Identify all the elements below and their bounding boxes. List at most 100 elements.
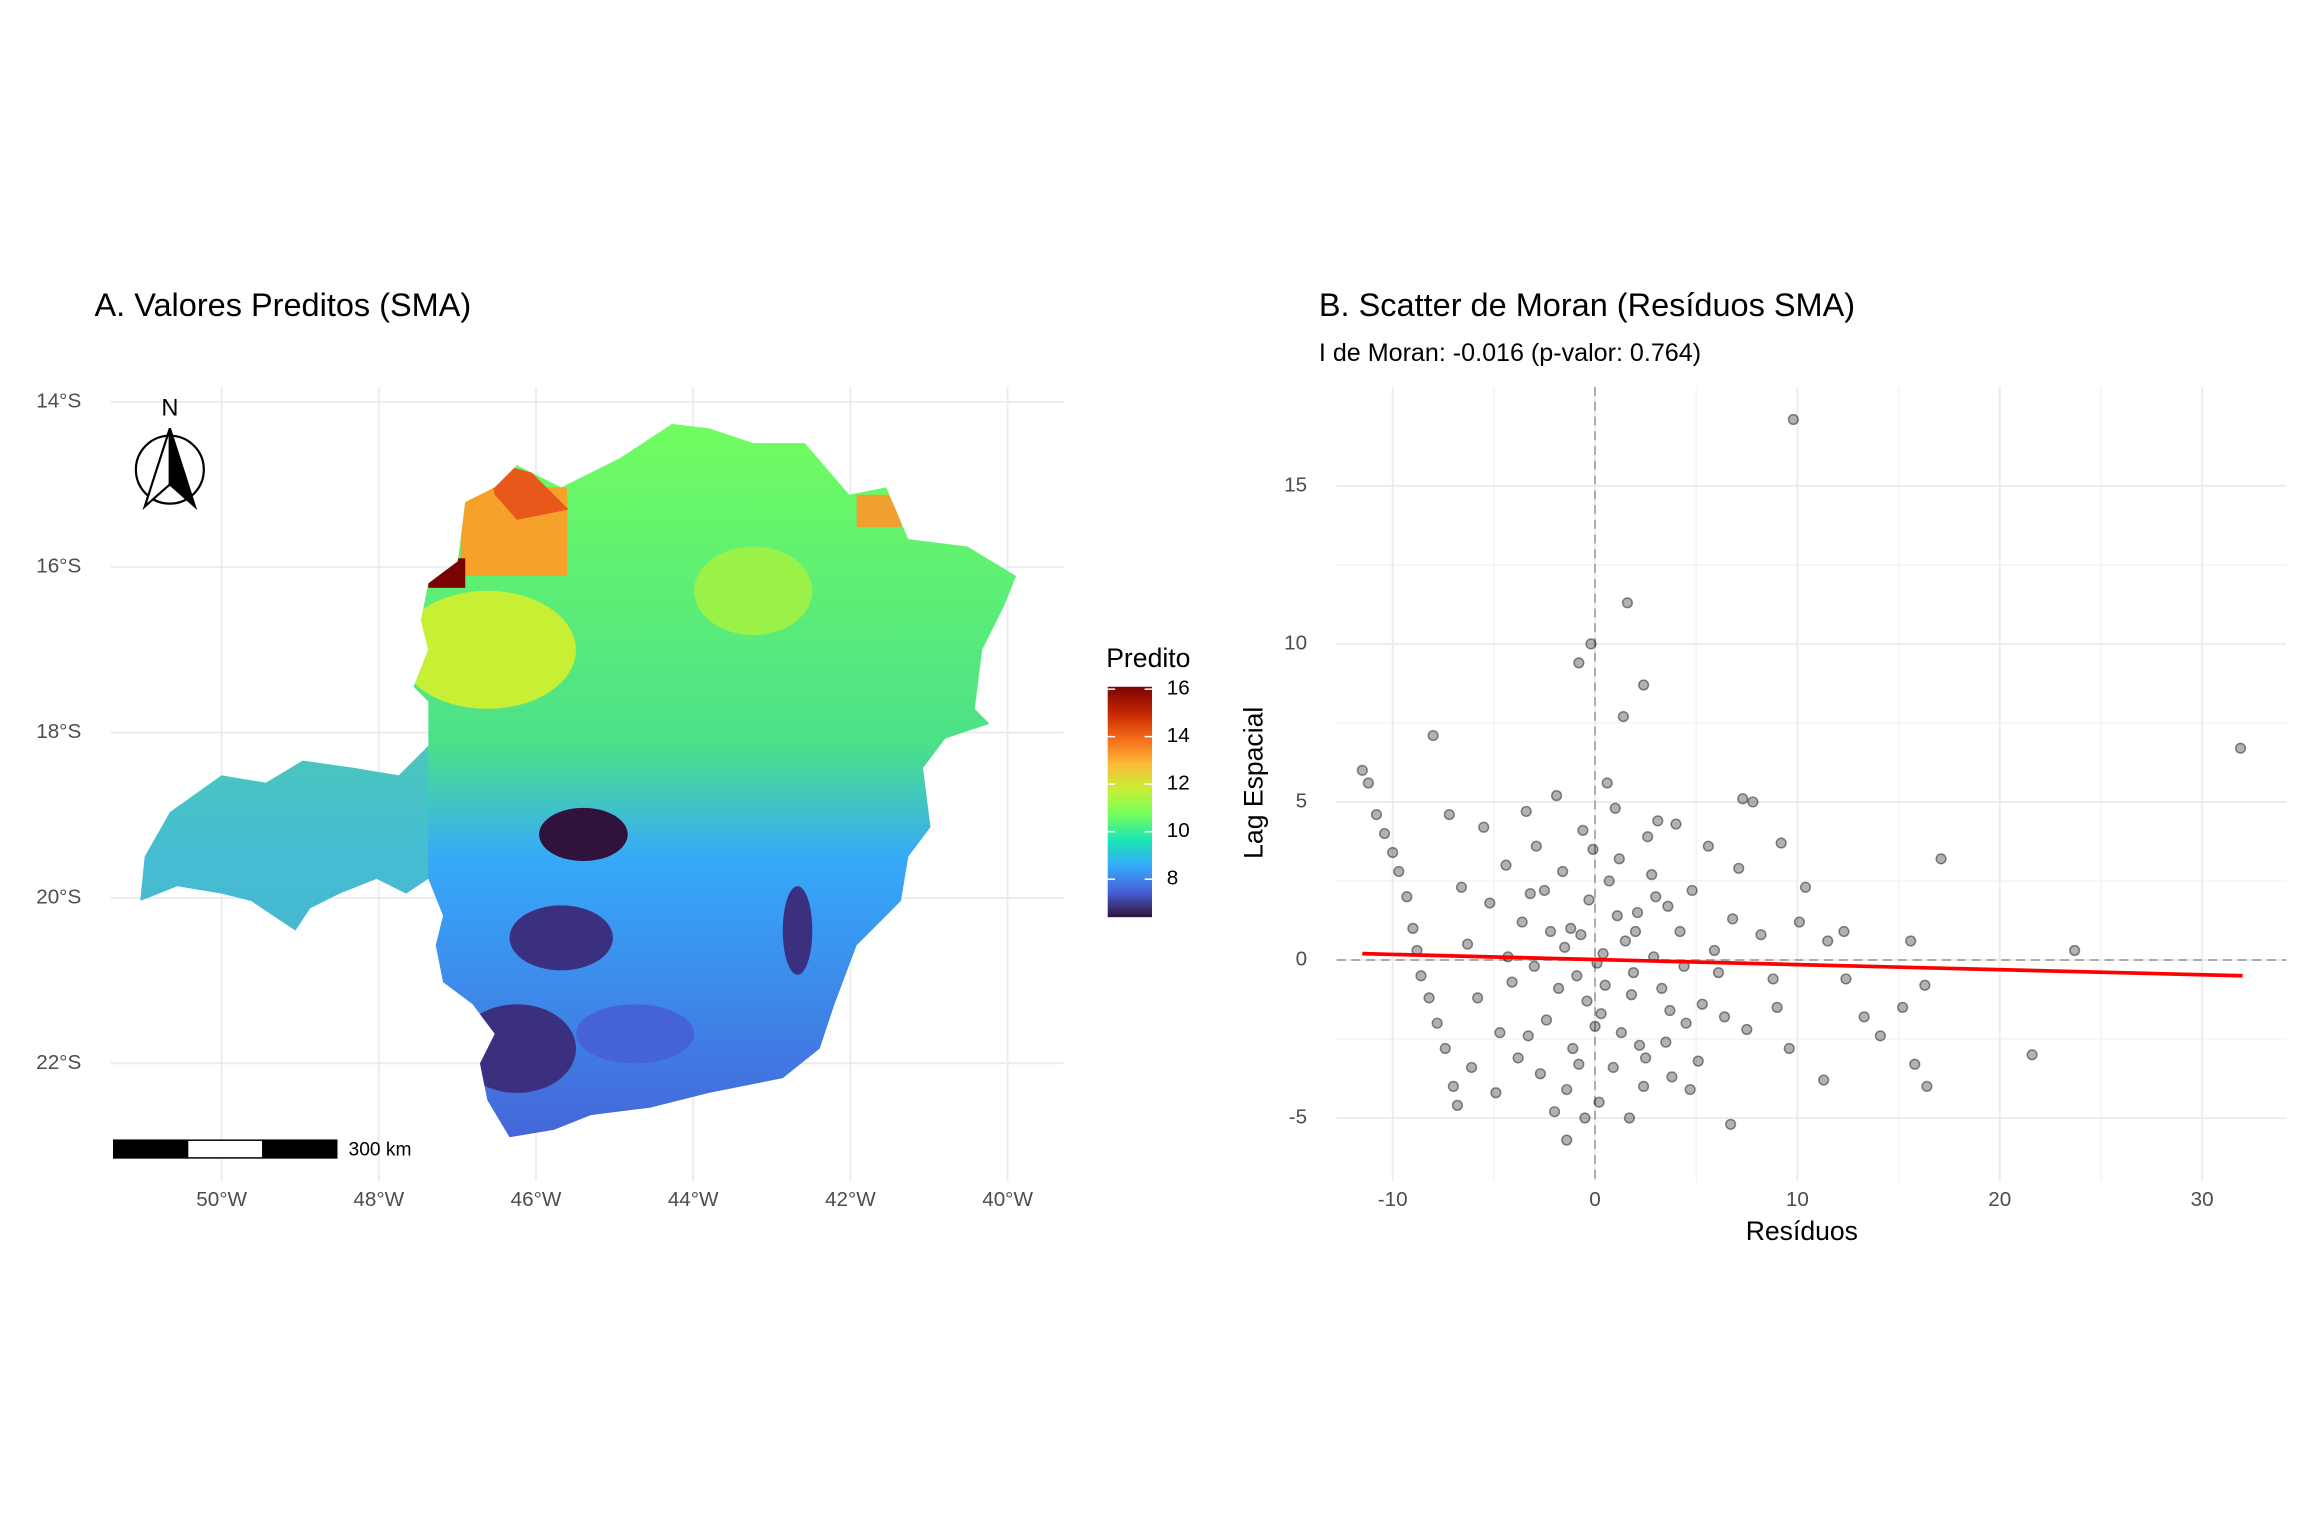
point (1680, 1017, 1692, 1029)
point (1619, 935, 1631, 947)
point (1423, 992, 1435, 1004)
y-tick-label: 22°S (36, 1051, 81, 1074)
point (1520, 805, 1532, 818)
x-tick-label: 10 (1786, 1188, 1809, 1211)
point (1607, 1061, 1619, 1074)
point (1528, 960, 1540, 972)
point (1767, 973, 1779, 985)
point (1896, 1001, 1909, 1013)
point (1552, 982, 1565, 995)
chart-subtitle: I de Moran: -0.016 (p-valor: 0.764) (1319, 339, 1701, 367)
x-tick-label: -10 (1378, 1188, 1408, 1211)
point (1561, 1083, 1573, 1096)
point (1415, 970, 1427, 982)
point (1544, 925, 1557, 938)
point (1646, 869, 1658, 881)
point (1538, 884, 1551, 897)
point (1567, 1042, 1579, 1055)
point (1775, 837, 1787, 849)
legend-title: Predito (1106, 643, 1190, 673)
fit-line (1362, 951, 2243, 978)
point (1550, 790, 1563, 802)
point (1737, 793, 1749, 805)
point (1573, 1058, 1585, 1070)
scale-label: 300 km (349, 1140, 412, 1161)
point (1783, 1042, 1795, 1055)
point (1627, 967, 1640, 979)
point (1378, 827, 1391, 840)
point (1478, 821, 1490, 833)
point (1858, 1011, 1870, 1023)
point (1427, 729, 1439, 742)
point (1718, 1011, 1731, 1023)
colorbar-label: 10 (1167, 819, 1190, 842)
point (1733, 862, 1745, 874)
point (1583, 894, 1595, 906)
point (1874, 1030, 1886, 1042)
x-tick-label: 40°W (982, 1188, 1033, 1211)
point (1787, 413, 1799, 426)
point (1623, 1112, 1636, 1124)
point (1909, 1058, 1921, 1070)
colorbar-label: 8 (1167, 867, 1178, 890)
chart-title: B. Scatter de Moran (Resíduos SMA) (1319, 287, 1855, 323)
point (1599, 979, 1611, 991)
point (1494, 1027, 1506, 1039)
point (1455, 881, 1468, 893)
point (1589, 1020, 1601, 1032)
north-label: N (161, 395, 178, 421)
point (1595, 1008, 1607, 1020)
point (1601, 777, 1613, 789)
y-tick-label: 20°S (36, 885, 81, 908)
point (1640, 1052, 1652, 1064)
point (1439, 1042, 1451, 1055)
point (1577, 824, 1589, 837)
y-tick-label: 15 (1284, 473, 1307, 496)
point (1727, 913, 1739, 925)
point (1524, 887, 1536, 900)
point (1393, 865, 1405, 878)
point (1611, 910, 1623, 922)
point (1609, 802, 1621, 814)
point (1621, 597, 1634, 609)
y-tick-label: 0 (1296, 947, 1307, 970)
map-regions (140, 423, 1017, 1138)
y-tick-label: -5 (1289, 1105, 1307, 1128)
x-tick-label: 0 (1589, 1188, 1601, 1211)
point (2234, 742, 2247, 754)
y-tick-label: 14°S (36, 389, 81, 412)
point (1708, 944, 1721, 957)
point (1793, 916, 1806, 928)
point (1465, 1061, 1478, 1074)
x-tick-label: 20 (1988, 1188, 2011, 1211)
point (1919, 979, 1931, 991)
point (1593, 1096, 1605, 1108)
point (1686, 884, 1698, 897)
point (1581, 995, 1593, 1007)
point (1490, 1087, 1502, 1099)
point (1650, 891, 1662, 903)
colorbar-label: 16 (1167, 677, 1190, 700)
point (1631, 906, 1644, 919)
point (1905, 935, 1917, 947)
point (1443, 808, 1455, 821)
scale-bar (112, 1139, 338, 1159)
y-tick-label: 16°S (36, 555, 81, 578)
point (1559, 941, 1571, 953)
point (1534, 1068, 1547, 1080)
point (1370, 808, 1383, 821)
point (1613, 853, 1625, 865)
point (1629, 925, 1642, 938)
point (1579, 1112, 1591, 1124)
point (1702, 840, 1714, 852)
x-tick-label: 50°W (196, 1188, 247, 1211)
point (1642, 831, 1654, 843)
point (1451, 1099, 1464, 1111)
x-tick-label: 30 (2191, 1188, 2214, 1211)
colorbar-label: 12 (1167, 772, 1190, 795)
point (1724, 1118, 1737, 1130)
point (1512, 1052, 1524, 1064)
point (1662, 900, 1674, 912)
point (1656, 982, 1668, 995)
point (1712, 967, 1725, 979)
